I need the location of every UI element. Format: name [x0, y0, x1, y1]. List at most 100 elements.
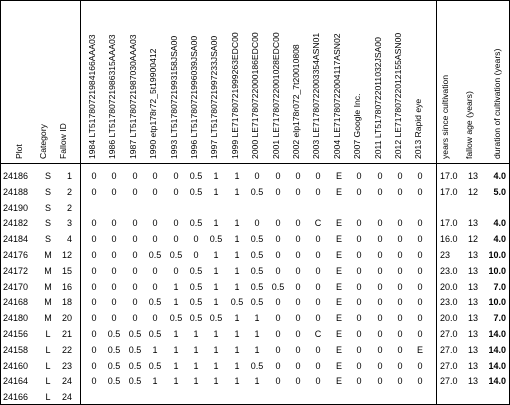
cell-plot: 24168: [3, 297, 29, 307]
header-image-8: 1999 LE71780721999263EDC00: [230, 32, 240, 159]
cell-value: 0: [397, 218, 403, 228]
cell-value: 0: [132, 187, 138, 197]
cell-value: 0: [295, 376, 301, 386]
cell-value: 0: [91, 376, 97, 386]
cell-value: 0: [295, 250, 301, 260]
cell-value: 0: [377, 234, 383, 244]
cell-value: [289, 202, 307, 214]
cell-category: M: [44, 313, 52, 323]
cell-value: [391, 391, 409, 403]
cell-fallow-id: 22: [61, 345, 72, 355]
cell-value: E: [416, 345, 423, 355]
cell-value: 1: [254, 345, 260, 355]
cell-value: 0: [254, 171, 260, 181]
header-fallow-age: fallow age (years): [464, 91, 474, 159]
cell-category: S: [44, 203, 51, 213]
cell-fallow-age: 13: [467, 218, 478, 228]
header-years-since: years since cultivation: [440, 74, 450, 159]
cell-value: 0: [173, 218, 179, 228]
cell-value: 0: [91, 218, 97, 228]
cell-value: [371, 391, 389, 403]
cell-value: [350, 391, 368, 403]
cell-value: [330, 202, 348, 214]
cell-value: 0: [417, 187, 423, 197]
cell-years-since: 17.0: [440, 187, 458, 197]
cell-fallow-age: 13: [467, 171, 478, 181]
cell-fallow-id: 23: [61, 361, 72, 371]
cell-value: 1: [173, 361, 179, 371]
cell-value: 0: [417, 376, 423, 386]
cell-value: 1: [234, 313, 240, 323]
cell-value: 0: [111, 171, 117, 181]
header-image-13: 2004 LE71780722004117ASN02: [332, 33, 342, 159]
cell-value: 0: [397, 376, 403, 386]
cell-value: E: [335, 282, 342, 292]
divider-after-fallow-id: [80, 0, 81, 405]
cell-duration: 4.0: [493, 218, 506, 228]
cell-value: 1: [193, 376, 199, 386]
cell-value: [228, 391, 246, 403]
cell-value: 0: [152, 171, 158, 181]
cell-value: 0: [397, 250, 403, 260]
cell-value: 0.5: [250, 361, 264, 371]
cell-value: 0: [91, 187, 97, 197]
cell-value: 0: [356, 376, 362, 386]
cell-value: 0: [91, 234, 97, 244]
cell-value: 0: [275, 329, 281, 339]
cell-value: 0: [91, 171, 97, 181]
cell-plot: 24190: [3, 203, 29, 213]
cell-value: 0: [173, 266, 179, 276]
header-image-9: 2000 LE71780722000186EDC00: [250, 32, 260, 159]
cell-value: 0: [275, 234, 281, 244]
cell-value: 1: [213, 218, 219, 228]
cell-value: 0: [295, 297, 301, 307]
cell-value: [105, 202, 123, 214]
cell-value: [411, 391, 429, 403]
header-image-2: 1986 LT51780721986315AAA03: [107, 34, 117, 159]
cell-plot: 24160: [3, 361, 29, 371]
cell-plot: 24158: [3, 345, 29, 355]
cell-value: 0.5: [107, 361, 121, 371]
cell-value: 0: [132, 313, 138, 323]
cell-category: M: [44, 250, 52, 260]
cell-value: 0: [132, 234, 138, 244]
cell-fallow-id: 24: [61, 376, 72, 386]
cell-value: E: [335, 187, 342, 197]
table-top-border: [0, 0, 510, 1]
cell-value: 0: [295, 266, 301, 276]
cell-value: 0: [275, 345, 281, 355]
cell-value: 0.5: [250, 187, 264, 197]
cell-value: 0: [295, 313, 301, 323]
cell-value: 0: [417, 250, 423, 260]
cell-value: [207, 391, 225, 403]
cell-value: 0: [377, 361, 383, 371]
cell-value: 0.5: [148, 329, 162, 339]
cell-value: 0: [315, 361, 321, 371]
cell-fallow-id: 2: [66, 203, 72, 213]
cell-value: 0.5: [148, 250, 162, 260]
cell-value: 0: [356, 218, 362, 228]
cell-duration: 14.0: [488, 329, 506, 339]
cell-value: 0: [152, 187, 158, 197]
cell-value: 0.5: [128, 376, 142, 386]
cell-years-since: 27.0: [440, 329, 458, 339]
cell-value: 1: [213, 266, 219, 276]
cell-value: 0: [377, 171, 383, 181]
cell-value: 0: [417, 266, 423, 276]
cell-value: 0: [132, 171, 138, 181]
cell-value: 1: [213, 376, 219, 386]
cell-value: 1: [193, 329, 199, 339]
cell-value: 1: [173, 345, 179, 355]
header-category: Category: [38, 124, 48, 159]
cell-value: 0: [315, 266, 321, 276]
cell-value: 0: [417, 171, 423, 181]
cell-value: 0: [295, 218, 301, 228]
cell-value: E: [335, 313, 342, 323]
cell-value: 0.5: [250, 266, 264, 276]
cell-value: 0.5: [169, 250, 183, 260]
cell-value: 0: [377, 345, 383, 355]
cell-duration: [484, 202, 506, 214]
header-plot: Plot: [14, 144, 24, 159]
cell-value: 0.5: [230, 297, 244, 307]
